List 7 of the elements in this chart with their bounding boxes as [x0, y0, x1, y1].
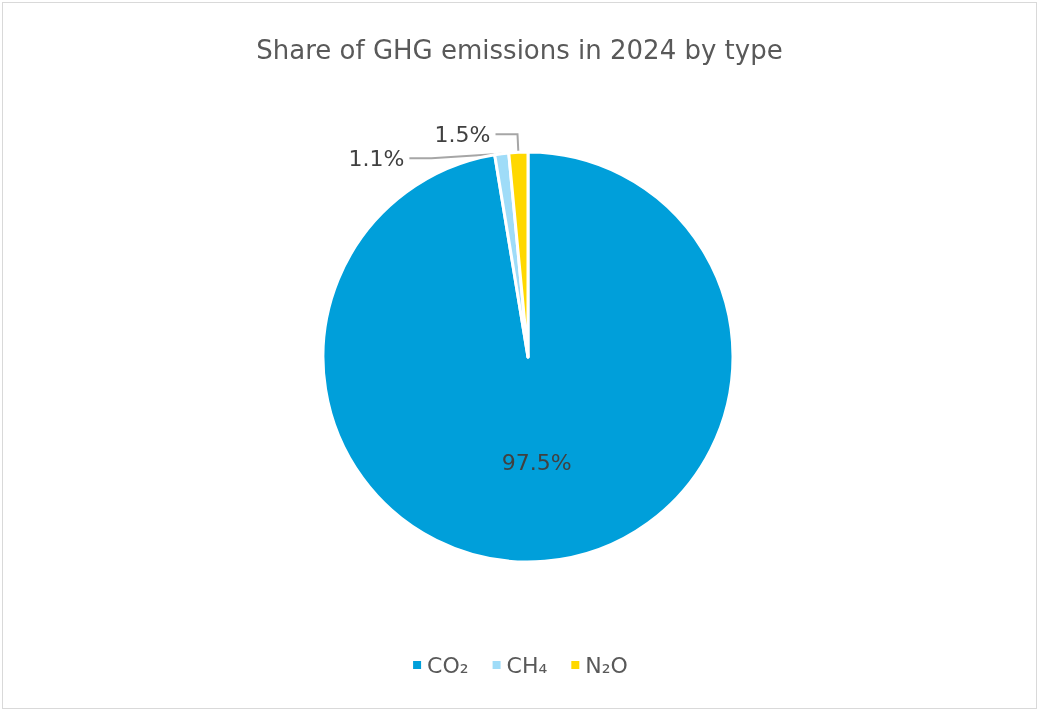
- legend-label: CO₂: [427, 652, 469, 678]
- legend-label: CH₄: [506, 652, 548, 678]
- data-label: 1.5%: [434, 121, 491, 147]
- data-label: 1.1%: [348, 145, 405, 171]
- chart-title: Share of GHG emissions in 2024 by type: [256, 35, 783, 65]
- legend-label: N₂O: [585, 652, 628, 678]
- data-label: 97.5%: [501, 449, 572, 475]
